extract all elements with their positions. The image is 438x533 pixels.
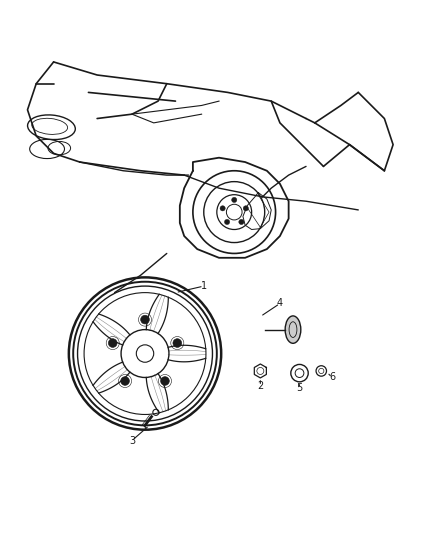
Circle shape bbox=[232, 197, 237, 203]
Circle shape bbox=[220, 206, 225, 211]
Circle shape bbox=[224, 220, 230, 224]
Circle shape bbox=[173, 338, 182, 348]
Text: 3: 3 bbox=[129, 435, 135, 446]
Text: 1: 1 bbox=[201, 281, 207, 291]
Text: 2: 2 bbox=[257, 381, 264, 391]
Ellipse shape bbox=[285, 316, 301, 343]
Circle shape bbox=[243, 206, 248, 211]
Text: 6: 6 bbox=[329, 373, 335, 383]
Circle shape bbox=[239, 220, 244, 224]
Circle shape bbox=[141, 315, 149, 324]
Circle shape bbox=[161, 377, 170, 385]
Text: 4: 4 bbox=[277, 298, 283, 309]
Circle shape bbox=[108, 338, 117, 348]
Text: 5: 5 bbox=[297, 383, 303, 393]
Circle shape bbox=[121, 377, 129, 385]
